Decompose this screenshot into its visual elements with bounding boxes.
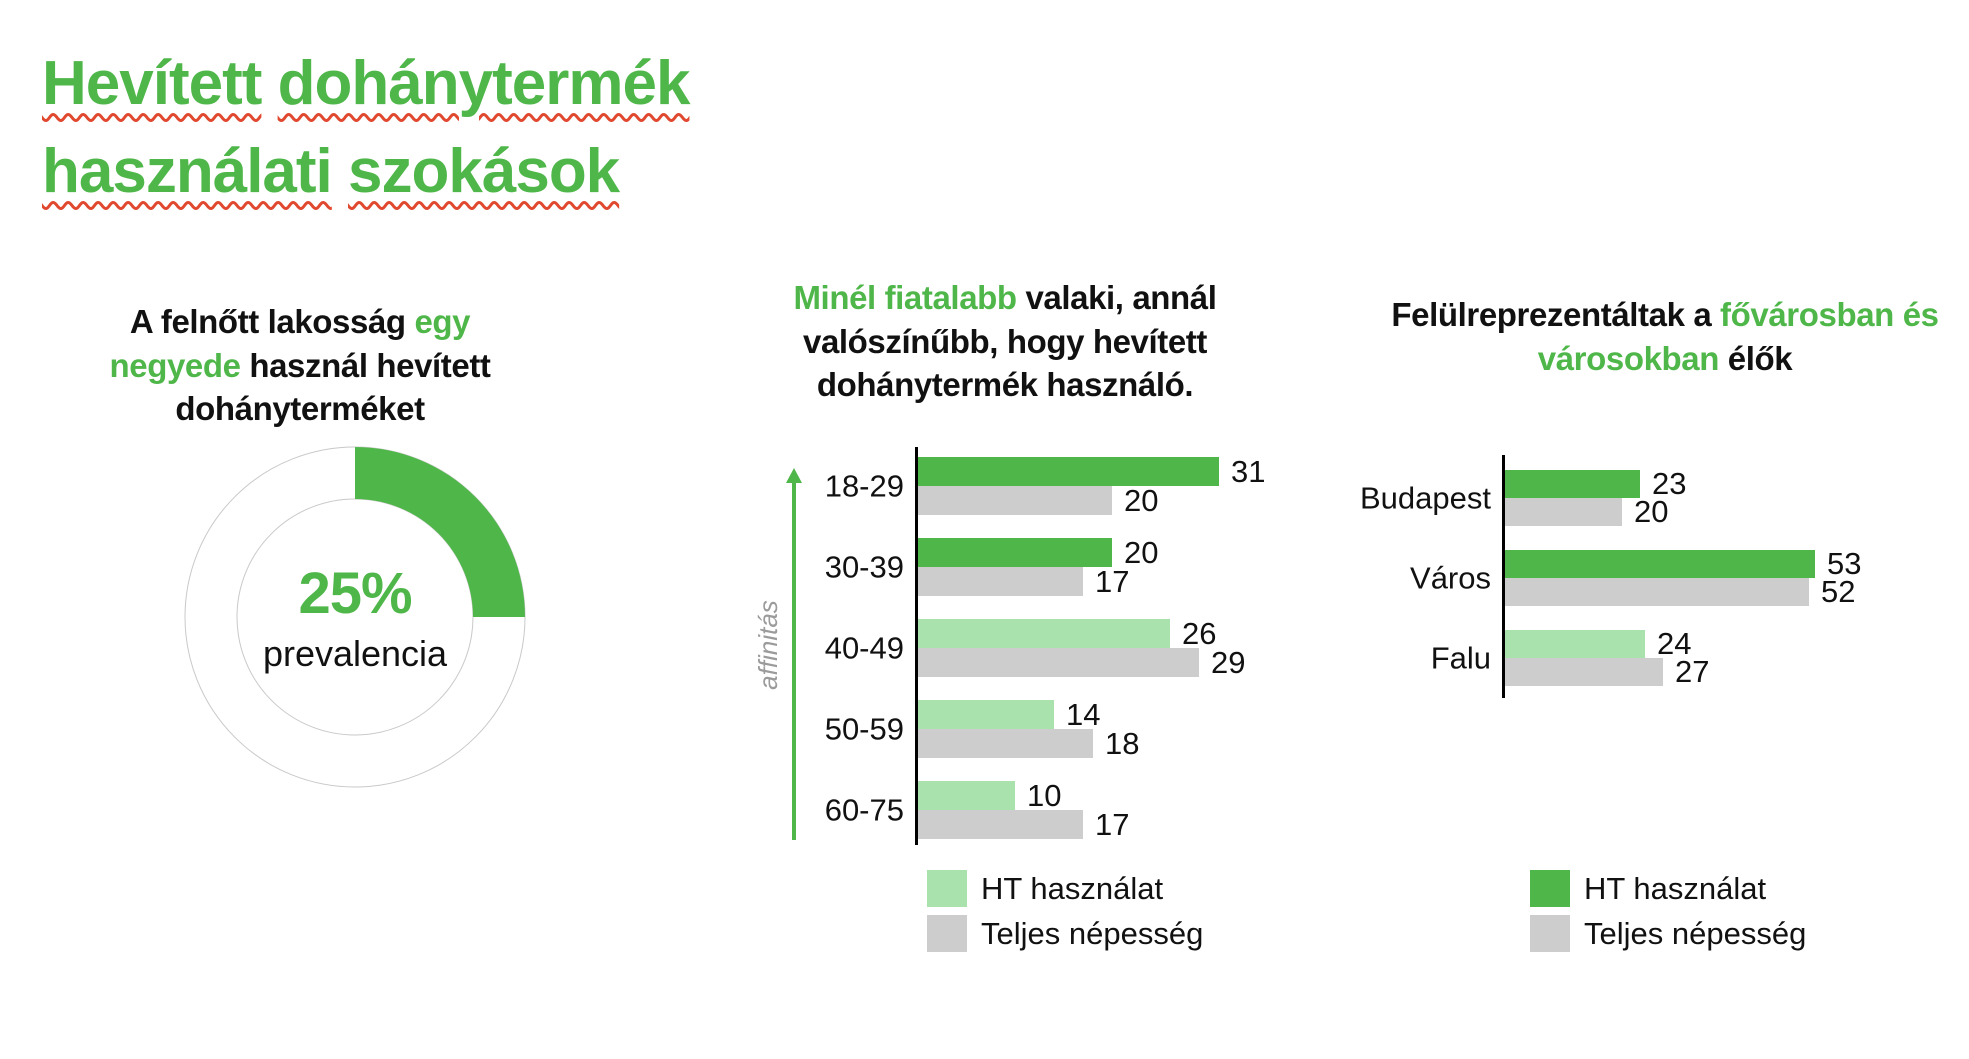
legend-swatch	[1530, 870, 1570, 907]
prevalence-donut-chart: 25% prevalencia	[180, 442, 530, 792]
legend-row: Teljes népesség	[927, 915, 1203, 952]
settlement-bar-chart: Budapest 23 20 Város 53 52 Falu 24 27	[1360, 466, 1935, 700]
legend-swatch	[927, 915, 967, 952]
settlement-chart-legend: HT használat Teljes népesség	[1530, 870, 1806, 952]
value-label: 10	[1027, 778, 1062, 813]
value-label: 52	[1821, 574, 1856, 609]
affinity-arrow-shaft	[792, 480, 796, 840]
title-word: dohánytermék	[277, 49, 691, 118]
heading-text: A felnőtt lakosság	[129, 303, 415, 340]
title-word: Hevített	[42, 49, 262, 118]
bar-ht-use	[1505, 630, 1645, 658]
bar-ht-use	[918, 700, 1054, 729]
bar-total-population	[1505, 498, 1622, 526]
bar-total-population	[918, 567, 1083, 596]
donut-center-text: 25% prevalencia	[180, 560, 530, 675]
legend-label: Teljes népesség	[981, 916, 1204, 951]
value-label: 23	[1652, 466, 1687, 501]
bar-ht-use	[1505, 470, 1640, 498]
bar-group: Budapest 23 20	[1360, 466, 1935, 529]
age-bar-chart: 18-29 31 20 30-39 20 17 40-49 26 29 50-59 14 18 60-7…	[825, 454, 1338, 847]
title-word: használati	[42, 137, 333, 207]
bar-total-population	[1505, 578, 1809, 606]
bar-total-population	[918, 810, 1083, 839]
value-label: 24	[1657, 626, 1692, 661]
value-label: 53	[1827, 546, 1862, 581]
heading-text: valaki, annál valószínűbb, hogy hevített…	[803, 279, 1217, 404]
category-label: 40-49	[824, 630, 904, 666]
category-label: Budapest	[1360, 480, 1491, 516]
bar-total-population	[918, 486, 1112, 515]
value-label: 20	[1124, 535, 1159, 570]
bar-ht-use	[918, 457, 1219, 486]
bar-group: 50-59 14 18	[825, 697, 1338, 761]
bar-group: 40-49 26 29	[825, 616, 1338, 680]
category-label: 60-75	[824, 792, 904, 828]
donut-value-label: 25%	[298, 561, 412, 626]
legend-row: HT használat	[927, 870, 1203, 907]
settlement-chart-y-axis	[1502, 455, 1505, 698]
value-label: 14	[1066, 697, 1101, 732]
legend-swatch	[927, 870, 967, 907]
affinity-arrow-head	[786, 468, 802, 483]
bar-ht-use	[918, 619, 1170, 648]
prevalence-chart-title: A felnőtt lakosság egy negyede használ h…	[60, 300, 540, 431]
value-label: 31	[1231, 454, 1266, 489]
value-label: 18	[1105, 726, 1140, 761]
bar-group: 30-39 20 17	[825, 535, 1338, 599]
title-word: szokások	[348, 137, 620, 207]
value-label: 17	[1095, 807, 1130, 842]
bar-ht-use	[1505, 550, 1815, 578]
category-label: 18-29	[824, 468, 904, 504]
settlement-chart-title: Felülreprezentáltak a fővárosban és váro…	[1390, 293, 1940, 380]
heading-text: Felülreprezentáltak a	[1391, 296, 1721, 333]
legend-swatch	[1530, 915, 1570, 952]
legend-row: HT használat	[1530, 870, 1806, 907]
bar-total-population	[918, 648, 1199, 677]
value-label: 27	[1675, 654, 1710, 689]
donut-chart-svg	[184, 446, 526, 788]
category-label: Város	[1410, 560, 1491, 596]
value-label: 20	[1124, 483, 1159, 518]
heading-text: élők	[1719, 339, 1793, 377]
bar-ht-use	[918, 538, 1112, 567]
bar-total-population	[1505, 658, 1663, 686]
page-title-line: Hevített dohánytermék	[42, 40, 691, 128]
bar-group: 60-75 10 17	[825, 778, 1338, 842]
donut-sublabel: prevalencia	[262, 633, 448, 674]
donut-value-segment	[355, 447, 525, 617]
bar-group: Falu 24 27	[1431, 626, 1935, 689]
bar-total-population	[918, 729, 1093, 758]
bar-ht-use	[918, 781, 1015, 810]
value-label: 26	[1182, 616, 1217, 651]
value-label: 29	[1211, 645, 1246, 680]
age-chart-title: Minél fiatalabb valaki, annál valószínűb…	[770, 276, 1240, 407]
category-label: 30-39	[824, 549, 904, 585]
category-label: Falu	[1430, 640, 1491, 676]
heading-highlight-text: egy negyede	[109, 303, 471, 384]
heading-highlight-text: Minél fiatalabb	[793, 279, 1017, 316]
bar-group: 18-29 31 20	[825, 454, 1338, 518]
affinity-axis-label: affinitás	[753, 600, 783, 690]
page-title: Hevített dohánytermék használati szokáso…	[42, 40, 691, 216]
legend-label: Teljes népesség	[1584, 916, 1807, 951]
legend-row: Teljes népesség	[1530, 915, 1806, 952]
bar-group: Város 53 52	[1410, 546, 1935, 609]
affinity-arrow-icon	[786, 468, 802, 840]
category-label: 50-59	[824, 711, 904, 747]
value-label: 17	[1095, 564, 1130, 599]
age-chart-legend: HT használat Teljes népesség	[927, 870, 1203, 952]
age-chart-y-axis	[915, 447, 918, 845]
heading-text: használ hevített dohányterméket	[175, 346, 491, 428]
value-label: 20	[1634, 494, 1669, 529]
page-title-line: használati szokások	[42, 128, 689, 216]
legend-label: HT használat	[1584, 871, 1767, 906]
heading-highlight-text: fővárosban és városokban	[1537, 296, 1939, 377]
legend-label: HT használat	[981, 871, 1164, 906]
